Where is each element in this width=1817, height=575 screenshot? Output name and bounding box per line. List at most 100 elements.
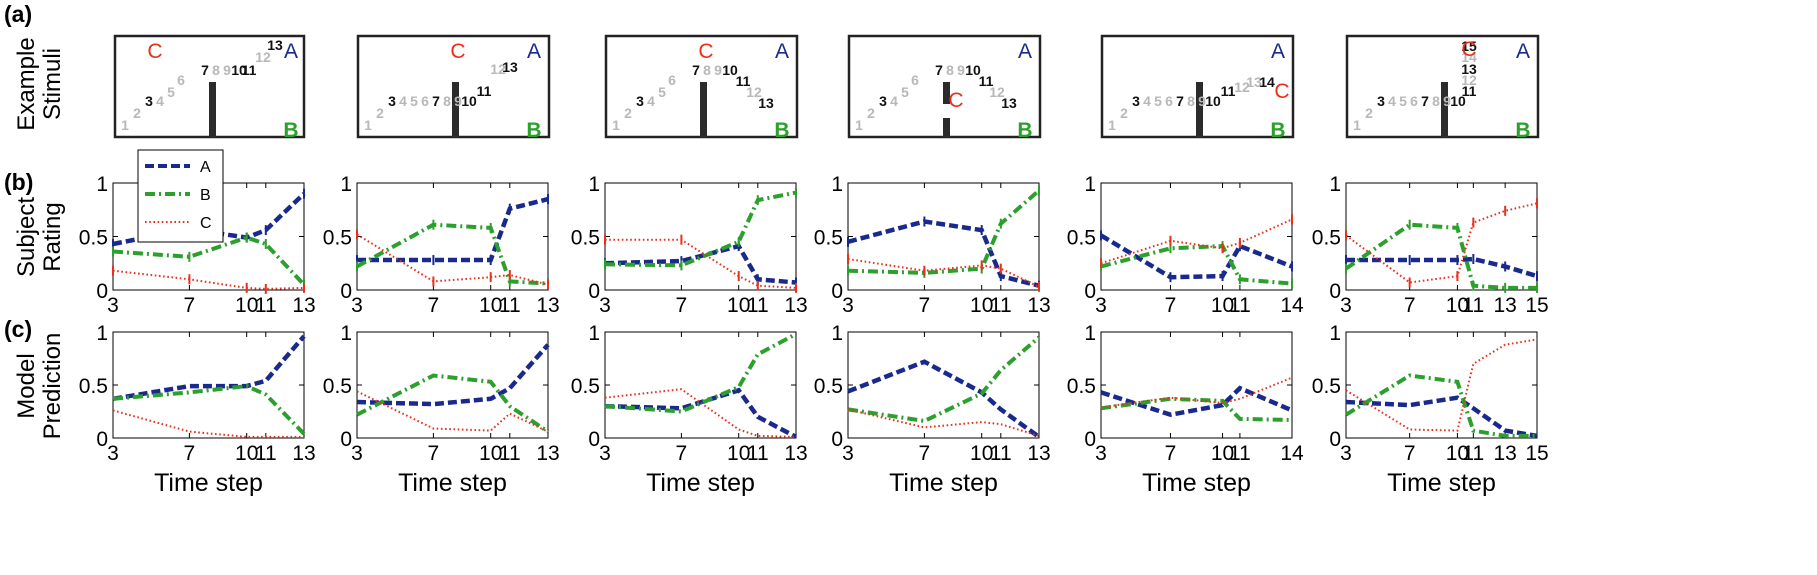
stimulus-label-A: A (284, 40, 298, 63)
stimulus-number: 7 (1176, 93, 1184, 109)
xtick-label: 11 (1229, 294, 1251, 317)
row-letter-a: (a) (4, 1, 32, 27)
stimulus-label-C: C (1461, 38, 1476, 61)
ytick-label: 1 (1084, 173, 1096, 196)
chart-panel-b2: 00.513 7 1011 13 (323, 173, 560, 317)
series-line-B (1346, 376, 1537, 436)
row-ylabel-line: Prediction (39, 333, 66, 440)
xtick-label: 14 (1280, 442, 1304, 465)
row-letter-c: (c) (4, 316, 32, 342)
ytick-label: 0.5 (571, 375, 600, 398)
xtick-label: 7 (919, 442, 931, 465)
xtick-label: 7 (184, 294, 196, 317)
stimulus-number: 6 (421, 93, 429, 109)
stimulus-number: 7 (935, 62, 943, 78)
xtick-label: 11 (990, 442, 1012, 465)
ytick-label: 1 (1084, 322, 1096, 345)
stimulus-number: 6 (1165, 93, 1173, 109)
axes-frame (1101, 332, 1292, 438)
xtick-label: 3 (599, 294, 611, 317)
stimulus-label-A: A (527, 40, 541, 63)
stimulus-number: 9 (957, 62, 965, 78)
xtick-label: 3 (1340, 442, 1352, 465)
stimulus-number: 3 (1377, 93, 1385, 109)
stimulus-number: 5 (901, 84, 909, 100)
stimulus-number: 5 (410, 93, 418, 109)
stimulus-number: 4 (156, 93, 164, 109)
ytick-label: 0.5 (814, 375, 843, 398)
ytick-label: 0.5 (1067, 375, 1096, 398)
stimulus-number: 13 (758, 95, 774, 111)
xtick-label: 11 (747, 294, 769, 317)
ytick-label: 1 (340, 173, 352, 196)
occluder-bar (209, 82, 216, 138)
row-ylabel-a: Example Stimuli (13, 37, 66, 130)
stimulus-number: 10 (1205, 93, 1221, 109)
stimulus-label-B: B (1017, 119, 1032, 142)
xtick-label: 11 (1229, 442, 1251, 465)
row-labels: (a)Example Stimuli(b)Subject Rating(c)Mode… (4, 1, 66, 439)
xtick-label: 11 (1462, 294, 1484, 317)
ytick-label: 1 (831, 173, 843, 196)
xtick-label: 3 (107, 442, 119, 465)
xtick-label: 13 (536, 294, 559, 317)
stimulus-number: 1 (1108, 117, 1116, 133)
xtick-label: 7 (1165, 442, 1177, 465)
xtick-label: 11 (499, 294, 521, 317)
stimulus-number: 13 (267, 37, 283, 53)
xtick-label: 7 (1165, 294, 1177, 317)
stimulus-number: 3 (636, 93, 644, 109)
stimulus-number: 4 (890, 93, 898, 109)
series-line-A (1346, 398, 1537, 436)
ytick-label: 0.5 (571, 227, 600, 250)
stimulus-number: 1 (121, 117, 129, 133)
chart-panel-c1: 00.513 7 1011 13Time step (79, 322, 316, 497)
occluder-bar (943, 118, 950, 138)
xtick-label: 7 (1404, 294, 1416, 317)
stimulus-number: 6 (177, 72, 185, 88)
legend-entry-C: C (200, 215, 212, 232)
chart-panel-b6: 00.513 7 1011 13 15 (1312, 173, 1549, 317)
xtick-label: 13 (292, 442, 315, 465)
series-line-A (1101, 235, 1292, 277)
occluder-bar (1196, 82, 1203, 138)
ytick-label: 0.5 (1312, 375, 1341, 398)
series-line-A (357, 199, 548, 260)
stimulus-number: 8 (1187, 93, 1195, 109)
xtick-label: 11 (990, 294, 1012, 317)
xtick-label: 7 (428, 294, 440, 317)
row-ylabel-line: Example (13, 37, 40, 130)
axes-frame (1346, 183, 1537, 290)
stimulus-number: 9 (223, 62, 231, 78)
xtick-label: 15 (1525, 442, 1548, 465)
axes-frame (1346, 332, 1537, 438)
stimulus-label-A: A (1018, 40, 1032, 63)
series-line-A (1346, 259, 1537, 276)
ytick-label: 0.5 (79, 227, 108, 250)
xtick-label: 7 (184, 442, 196, 465)
ytick-label: 0.5 (323, 227, 352, 250)
ytick-label: 1 (588, 173, 600, 196)
xtick-label: 7 (676, 294, 688, 317)
stimulus-number: 5 (658, 84, 666, 100)
stimulus-number: 3 (145, 93, 153, 109)
stimulus-label-C: C (698, 40, 713, 63)
xtick-label: 7 (428, 442, 440, 465)
ytick-label: 0.5 (1067, 227, 1096, 250)
xtick-label: 3 (842, 442, 854, 465)
stimulus-number: 7 (432, 93, 440, 109)
row-ylabel-line: Model (13, 353, 40, 418)
xtick-label: 3 (599, 442, 611, 465)
series-line-C (113, 410, 304, 437)
series-line-B (605, 334, 796, 411)
ytick-label: 1 (1329, 322, 1341, 345)
stimulus-number: 8 (1432, 93, 1440, 109)
xtick-label: 13 (784, 442, 807, 465)
ytick-label: 0.5 (1312, 227, 1341, 250)
xtick-label: 13 (536, 442, 559, 465)
chart-panel-c3: 00.513 7 1011 13Time step (571, 322, 808, 497)
stimulus-number: 8 (946, 62, 954, 78)
series-line-A (848, 222, 1039, 286)
